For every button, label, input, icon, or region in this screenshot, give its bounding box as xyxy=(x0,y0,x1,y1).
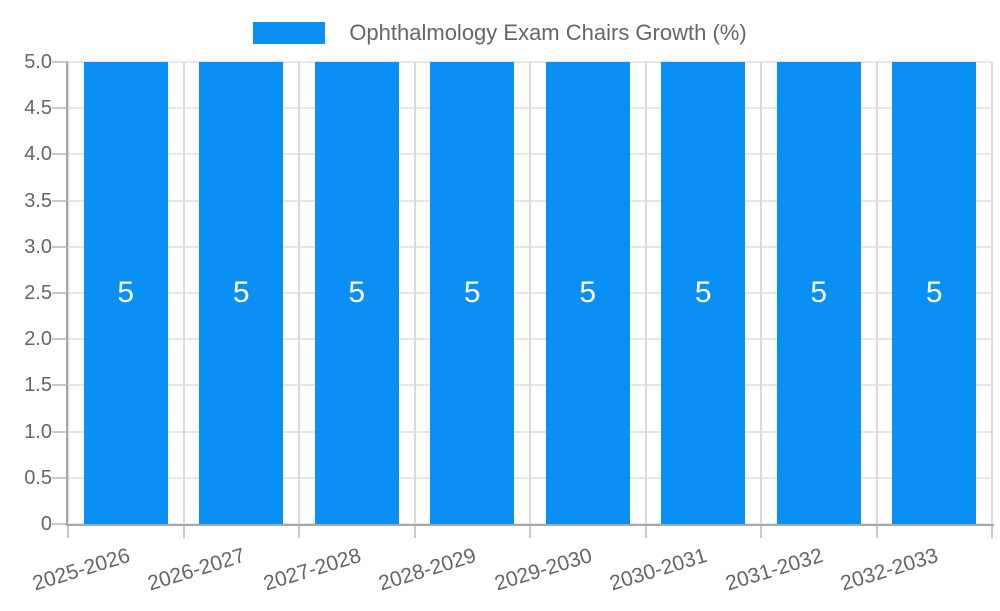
x-tick-mark xyxy=(67,524,69,538)
bar-value-label: 5 xyxy=(232,276,250,309)
y-tick-mark xyxy=(52,292,68,294)
y-axis-tick-label: 1.0 xyxy=(24,420,52,443)
x-gridline xyxy=(182,62,185,524)
x-tick-mark xyxy=(991,524,993,538)
x-gridline xyxy=(991,62,993,524)
bar-value-label: 5 xyxy=(579,276,597,309)
bar-value-label: 5 xyxy=(463,276,481,309)
bar-2028-2029[interactable]: 5 xyxy=(430,62,515,524)
y-axis-tick-label: 5.0 xyxy=(24,51,52,73)
y-axis-tick-label: 4.5 xyxy=(24,97,52,120)
y-tick-mark xyxy=(52,61,68,63)
y-axis-tick-label: 0 xyxy=(40,513,52,535)
bar-2027-2028[interactable]: 5 xyxy=(314,62,399,524)
bar-value-label: 5 xyxy=(348,276,366,309)
x-gridline xyxy=(644,62,647,524)
bar-value-label: 5 xyxy=(694,276,712,309)
x-tick-mark xyxy=(298,524,300,538)
bar-2029-2030[interactable]: 5 xyxy=(545,62,630,524)
y-tick-mark xyxy=(52,153,68,156)
x-gridline xyxy=(760,62,762,524)
y-axis-tick-label: 3.5 xyxy=(24,189,52,212)
x-tick-mark xyxy=(760,524,762,538)
y-axis-tick-label: 1.5 xyxy=(24,374,52,397)
x-tick-mark xyxy=(413,524,416,538)
y-axis-tick-label: 3.0 xyxy=(24,235,52,258)
x-tick-mark xyxy=(644,524,647,538)
bar-2025-2026[interactable]: 5 xyxy=(83,62,168,524)
y-axis-tick-label: 2.0 xyxy=(24,328,52,351)
x-gridline xyxy=(413,62,416,524)
y-axis-line xyxy=(66,62,68,524)
y-tick-mark xyxy=(52,245,68,248)
x-tick-mark xyxy=(875,524,878,538)
x-tick-mark xyxy=(182,524,185,538)
x-axis-line xyxy=(66,524,994,526)
plot-area: 0 0.5 1.0 1.5 2.0 2.5 3.0 3.5 4.0 4.5 5.0 5 2025-202… xyxy=(24,51,994,595)
y-axis-tick-label: 4.0 xyxy=(24,143,52,166)
chart-legend[interactable]: Ophthalmology Exam Chairs Growth (%) xyxy=(0,20,1000,46)
y-axis-tick-label: 0.5 xyxy=(24,466,52,489)
bar-2026-2027[interactable]: 5 xyxy=(199,62,284,524)
bar-value-label: 5 xyxy=(925,276,943,309)
y-tick-mark xyxy=(52,476,68,479)
bar-value-label: 5 xyxy=(117,276,135,309)
x-gridline xyxy=(875,62,878,524)
y-tick-mark xyxy=(52,107,68,110)
bar-2031-2032[interactable]: 5 xyxy=(776,62,861,524)
bar-2032-2033[interactable]: 5 xyxy=(892,62,977,524)
y-tick-mark xyxy=(52,523,68,525)
bar-value-label: 5 xyxy=(810,276,828,309)
x-gridline xyxy=(298,62,300,524)
y-tick-mark xyxy=(52,199,68,202)
legend-label: Ophthalmology Exam Chairs Growth (%) xyxy=(349,20,747,45)
y-axis-tick-label: 2.5 xyxy=(24,282,52,304)
bar-2030-2031[interactable]: 5 xyxy=(661,62,746,524)
x-tick-mark xyxy=(529,524,531,538)
x-gridline xyxy=(67,62,69,524)
y-tick-mark xyxy=(52,338,68,341)
legend-swatch[interactable] xyxy=(253,22,326,44)
y-tick-mark xyxy=(52,430,68,433)
y-tick-mark xyxy=(52,384,68,387)
x-gridline xyxy=(529,62,531,524)
